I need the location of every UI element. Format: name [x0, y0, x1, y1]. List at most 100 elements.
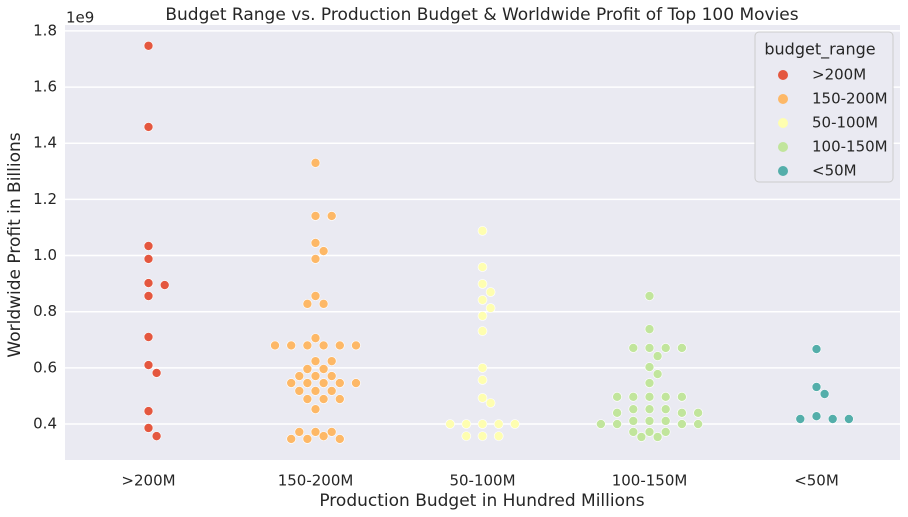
- point: [612, 408, 622, 418]
- point: [302, 364, 313, 374]
- point: [477, 375, 488, 385]
- point: [811, 344, 822, 354]
- point: [143, 122, 154, 132]
- legend-title: budget_range: [764, 40, 875, 60]
- y-tick-label: 1.0: [33, 246, 57, 264]
- point: [318, 246, 329, 256]
- point: [644, 392, 655, 402]
- point: [612, 419, 622, 429]
- point: [844, 414, 854, 424]
- point: [628, 343, 639, 353]
- point: [310, 404, 321, 414]
- x-tick-label: 100-150M: [612, 472, 688, 490]
- point: [143, 254, 154, 264]
- chart-title: Budget Range vs. Production Budget & Wor…: [165, 5, 798, 25]
- point: [644, 324, 655, 334]
- point: [143, 332, 154, 342]
- point: [286, 340, 297, 351]
- point: [294, 427, 305, 437]
- point: [693, 408, 703, 418]
- legend-label: >200M: [812, 66, 866, 84]
- point: [485, 287, 496, 297]
- point: [477, 326, 488, 336]
- point: [644, 378, 655, 388]
- point: [143, 360, 154, 370]
- point: [628, 404, 639, 414]
- point: [270, 340, 280, 351]
- y-tick-label: 0.6: [33, 358, 57, 376]
- point: [326, 386, 337, 396]
- x-tick-label: >200M: [121, 472, 175, 490]
- point: [644, 343, 655, 353]
- point: [485, 398, 496, 408]
- point: [310, 158, 321, 168]
- point: [310, 333, 321, 343]
- point: [477, 419, 488, 429]
- point: [644, 291, 655, 301]
- point: [151, 431, 162, 441]
- point: [795, 414, 806, 424]
- point: [286, 434, 297, 444]
- point: [445, 419, 455, 429]
- point: [318, 378, 329, 388]
- point: [660, 416, 671, 426]
- legend-marker: [778, 142, 788, 152]
- point: [461, 431, 472, 441]
- point: [310, 254, 321, 264]
- point: [351, 340, 361, 351]
- point: [485, 303, 496, 313]
- point: [644, 427, 655, 437]
- legend-label: <50M: [812, 162, 857, 180]
- point: [477, 226, 488, 236]
- point: [628, 427, 639, 437]
- y-offset-label: 1e9: [66, 9, 94, 27]
- point: [477, 262, 488, 272]
- y-tick-label: 1.4: [33, 134, 57, 152]
- point: [294, 386, 305, 396]
- point: [143, 241, 154, 251]
- point: [677, 419, 687, 429]
- point: [477, 431, 488, 441]
- point: [143, 291, 154, 301]
- point: [660, 427, 671, 437]
- point: [318, 394, 329, 404]
- x-tick-label: 150-200M: [278, 472, 354, 490]
- point: [677, 343, 687, 353]
- point: [811, 382, 822, 392]
- x-tick-label: 50-100M: [449, 472, 515, 490]
- point: [660, 404, 671, 414]
- point: [819, 389, 830, 399]
- y-tick-label: 0.4: [33, 415, 57, 433]
- point: [318, 364, 329, 374]
- point: [652, 369, 663, 379]
- y-tick-label: 0.8: [33, 302, 57, 320]
- point: [351, 378, 361, 388]
- point: [310, 386, 321, 396]
- point: [302, 378, 313, 388]
- point: [477, 279, 488, 289]
- point: [493, 419, 504, 429]
- point: [477, 295, 488, 305]
- point: [477, 311, 488, 321]
- y-axis-title: Worldwide Profit in Billions: [5, 132, 25, 357]
- point: [302, 434, 313, 444]
- point: [811, 411, 822, 421]
- point: [318, 431, 329, 441]
- point: [294, 371, 305, 381]
- point: [644, 416, 655, 426]
- point: [827, 414, 838, 424]
- y-tick-label: 1.8: [33, 21, 57, 39]
- point: [310, 371, 321, 381]
- legend-label: 100-150M: [812, 138, 888, 156]
- point: [493, 431, 504, 441]
- point: [628, 416, 639, 426]
- point: [310, 356, 321, 366]
- point: [660, 343, 671, 353]
- point: [477, 393, 488, 403]
- point: [143, 406, 154, 416]
- point: [660, 392, 671, 402]
- point: [326, 371, 337, 381]
- legend-marker: [778, 166, 788, 176]
- point: [644, 362, 655, 372]
- point: [302, 299, 313, 309]
